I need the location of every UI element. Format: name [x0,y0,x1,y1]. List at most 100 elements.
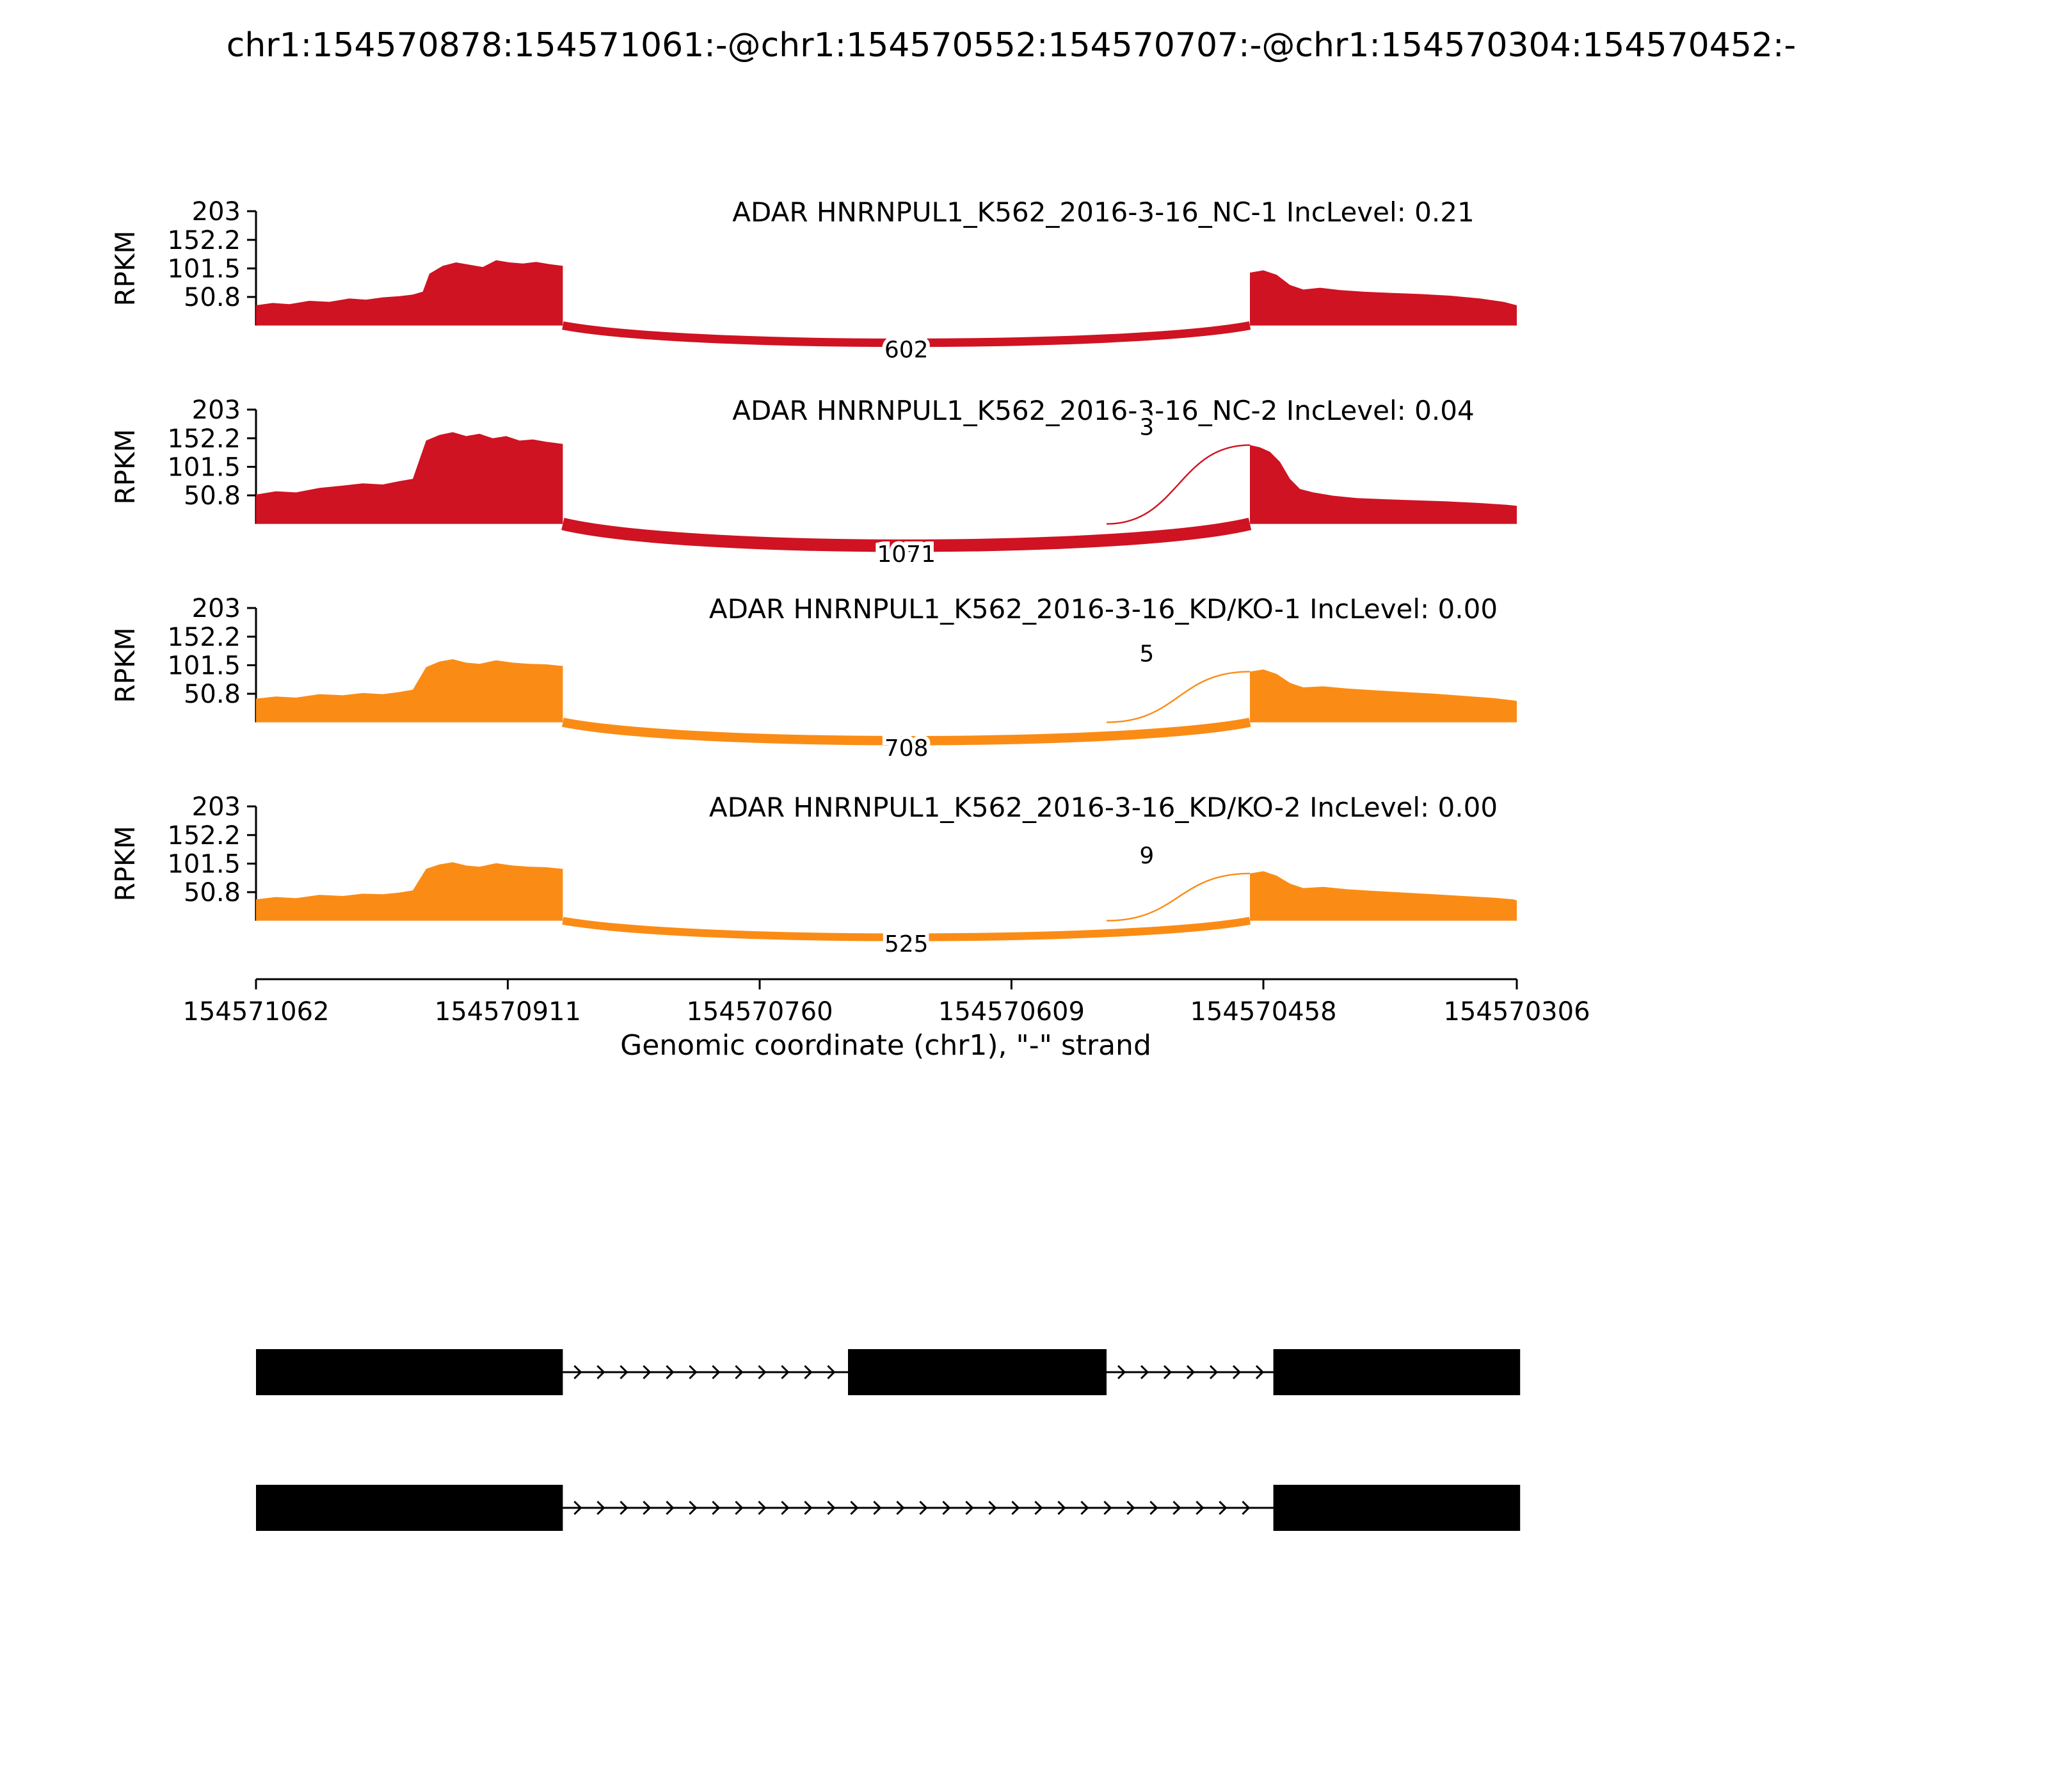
intron-direction-arrow-icon [1140,1364,1149,1380]
junction-arc-skip [561,518,1252,552]
y-tick-label: 203 [192,594,241,623]
transcript-models [256,1349,1521,1531]
intron-direction-arrow-icon [804,1500,813,1516]
intron-direction-arrow-icon [1196,1500,1204,1516]
junction-count: 708 [884,735,929,762]
intron-direction-arrow-icon [965,1500,974,1516]
intron-direction-arrow-icon [689,1364,698,1380]
intron-direction-arrow-icon [1149,1500,1158,1516]
intron-direction-arrow-icon [781,1500,790,1516]
intron-direction-arrow-icon [827,1500,836,1516]
intron-direction-arrow-icon [1126,1500,1135,1516]
junction-arc-skip [562,916,1251,941]
coverage-area [256,862,563,921]
intron-direction-arrow-icon [919,1500,928,1516]
intron-direction-arrow-icon [666,1500,675,1516]
y-tick-label: 203 [192,396,241,425]
intron-direction-arrow-icon [620,1500,628,1516]
x-axis: 154571062 154570911 154570760 154570609 1545… [182,978,1590,1027]
intron-direction-arrow-icon [1011,1500,1020,1516]
intron-direction-arrow-icon [643,1364,652,1380]
exon-box [1273,1349,1521,1395]
intron-direction-arrow-icon [596,1500,605,1516]
intron-direction-arrow-icon [596,1364,605,1380]
intron-direction-arrow-icon [1186,1364,1196,1380]
coverage-area [256,260,563,326]
y-tick-label: 50.8 [184,283,241,312]
junction-arc-skip [561,717,1251,746]
transcript-1 [256,1349,1521,1395]
y-tick-label: 101.5 [167,651,241,680]
intron-direction-arrow-icon [1057,1500,1066,1516]
exon-box [256,1485,563,1531]
intron-direction-arrow-icon [643,1500,652,1516]
exon-box [848,1349,1107,1395]
intron-direction-arrow-icon [781,1364,790,1380]
intron-direction-arrow-icon [620,1364,628,1380]
junction-arc-include [1106,872,1251,922]
intron-direction-arrow-icon [573,1364,582,1380]
y-tick-label: 152.2 [167,424,241,454]
intron-direction-arrow-icon [1103,1500,1112,1516]
intron-direction-arrow-icon [712,1500,721,1516]
coverage-area [1250,871,1517,921]
intron-direction-arrow-icon [735,1500,744,1516]
intron-direction-arrow-icon [758,1364,767,1380]
x-tick-label: 154570458 [1190,997,1336,1027]
y-tick-label: 101.5 [167,254,241,284]
exon-box [256,1349,563,1395]
track-title: ADAR HNRNPUL1_K562_2016-3-16_NC-2 IncLev… [732,395,1474,426]
rpkm-axis-label: RPKM [109,627,141,703]
y-tick-label: 50.8 [184,481,241,511]
junction-count: 525 [884,931,929,957]
intron-direction-arrow-icon [1209,1364,1219,1380]
track-title: ADAR HNRNPUL1_K562_2016-3-16_NC-1 IncLev… [732,196,1474,228]
intron-direction-arrow-icon [1232,1364,1242,1380]
junction-count: 5 [1139,641,1154,667]
y-tick-label: 152.2 [167,623,241,652]
rpkm-axis-label: RPKM [109,230,141,306]
intron-direction-arrow-icon [689,1500,698,1516]
intron-direction-arrow-icon [1034,1500,1043,1516]
transcript-2 [256,1485,1521,1531]
junction-count: 9 [1139,843,1154,869]
x-tick-label: 154571062 [182,997,329,1027]
junction-arc-skip [562,321,1251,348]
y-tick-label: 152.2 [167,226,241,255]
exon-box [1273,1485,1521,1531]
junction-count: 1071 [877,541,936,568]
track-title: ADAR HNRNPUL1_K562_2016-3-16_KD/KO-2 Inc… [709,792,1498,823]
intron-direction-arrow-icon [1172,1500,1181,1516]
rpkm-axis-label: RPKM [109,826,141,901]
y-tick-label: 101.5 [167,849,241,879]
x-tick-label: 154570306 [1443,997,1590,1027]
x-tick-label: 154570911 [435,997,581,1027]
x-tick-label: 154570760 [686,997,833,1027]
junction-arc-include [1106,671,1251,723]
coverage-area [1250,445,1517,524]
intron-direction-arrow-icon [804,1364,813,1380]
track-title: ADAR HNRNPUL1_K562_2016-3-16_KD/KO-1 Inc… [709,593,1498,625]
intron-direction-arrow-icon [1242,1500,1251,1516]
intron-direction-arrow-icon [873,1500,882,1516]
intron-direction-arrow-icon [712,1364,721,1380]
figure-title: chr1:154570878:154571061:-@chr1:15457055… [227,26,1796,65]
intron-direction-arrow-icon [850,1500,859,1516]
intron-direction-arrow-icon [666,1364,675,1380]
intron-direction-arrow-icon [573,1500,582,1516]
intron-direction-arrow-icon [758,1500,767,1516]
coverage-area [1250,669,1517,723]
y-tick-label: 203 [192,197,241,227]
intron-direction-arrow-icon [1219,1500,1228,1516]
y-tick-label: 50.8 [184,878,241,908]
intron-direction-arrow-icon [1117,1364,1126,1380]
junction-count: 602 [884,337,929,364]
intron-direction-arrow-icon [735,1364,744,1380]
